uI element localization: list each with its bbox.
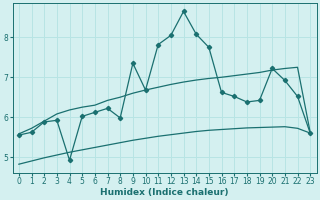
X-axis label: Humidex (Indice chaleur): Humidex (Indice chaleur): [100, 188, 229, 197]
